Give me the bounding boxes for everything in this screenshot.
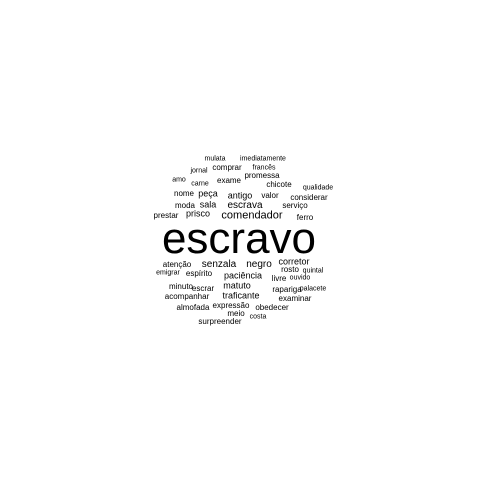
word-comprar: comprar (212, 163, 242, 172)
word-minuto: minuto (168, 282, 194, 291)
word-sala: sala (199, 199, 217, 210)
word-exame: exame (216, 176, 242, 185)
word-palacete: palacete (299, 285, 327, 293)
word-matuto: matuto (223, 280, 251, 291)
word-meio: meio (227, 309, 245, 318)
word-negro: negro (246, 259, 272, 270)
word-escrava: escrava (227, 200, 263, 211)
word-expressão: expressão (212, 301, 250, 310)
word-examinar: examinar (278, 294, 312, 303)
word-prestar: prestar (153, 211, 179, 220)
word-carne: carne (191, 180, 209, 188)
word-quintal: quintal (302, 267, 324, 275)
word-escrar: escrar (191, 284, 215, 293)
word-surpreender: surpreender (198, 317, 242, 326)
word-corretor: corretor (278, 256, 310, 267)
word-ferro: ferro (296, 213, 314, 222)
word-prisco: prisco (185, 208, 211, 219)
word-moda: moda (174, 201, 196, 210)
word-jornal: jornal (190, 167, 208, 175)
word-rapariga: rapariga (272, 285, 302, 294)
word-livre: livre (271, 274, 287, 283)
word-almofada: almofada (176, 303, 210, 312)
word-serviço: serviço (282, 201, 308, 210)
word-rosto: rosto (281, 265, 299, 274)
word-escravo: escravo (161, 214, 317, 263)
word-peça: peça (198, 188, 218, 199)
word-atenção: atenção (162, 260, 192, 269)
word-traficante: traficante (222, 290, 260, 301)
word-paciência: paciência (223, 270, 263, 281)
word-comendador: comendador (221, 209, 283, 222)
word-chicote: chicote (266, 180, 292, 189)
word-costa: costa (249, 313, 267, 321)
word-considerar: considerar (290, 193, 328, 202)
word-nome: nome (173, 189, 195, 198)
word-antigo: antigo (227, 190, 253, 201)
word-francês: francês (252, 164, 276, 172)
word-promessa: promessa (244, 171, 280, 180)
word-acompanhar: acompanhar (164, 292, 210, 301)
word-amo: amo (172, 176, 186, 184)
word-mulata: mulata (204, 155, 226, 163)
word-ouvido: ouvido (289, 274, 311, 282)
word-imediatamente: imediatamente (240, 155, 286, 163)
word-qualidade: qualidade (302, 184, 334, 192)
word-espírito: espírito (185, 269, 213, 278)
word-senzala: senzala (201, 259, 237, 270)
word-obedecer: obedecer (255, 303, 289, 312)
word-valor: valor (261, 191, 279, 200)
word-emigrar: emigrar (156, 269, 180, 277)
